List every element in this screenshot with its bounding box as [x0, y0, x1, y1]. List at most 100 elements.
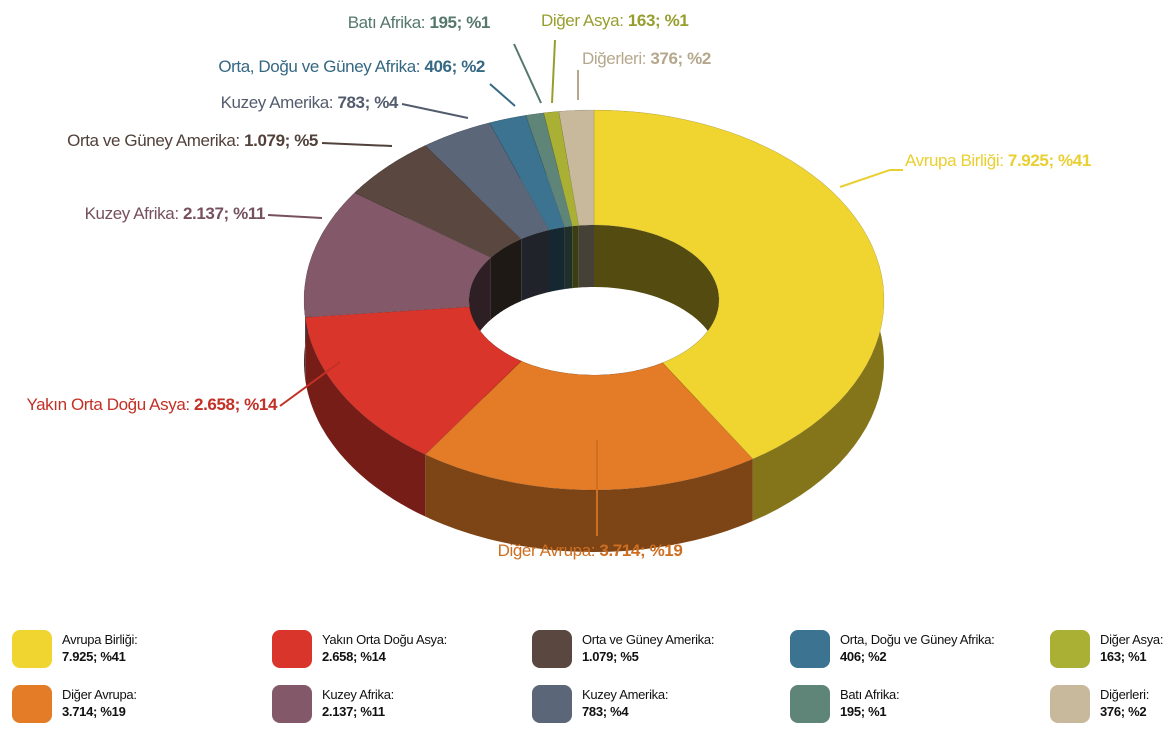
label-name: Orta ve Güney Amerika	[67, 131, 236, 150]
slice-label: Avrupa Birliği: 7.925; %41	[905, 151, 1091, 170]
label-sep: :	[591, 541, 600, 560]
label-sep: ;	[655, 11, 665, 30]
legend-value: 163; %1	[1100, 649, 1146, 664]
leader-line	[401, 103, 469, 119]
legend-value-text: 195	[840, 704, 861, 719]
legend-value-text: 783	[582, 704, 603, 719]
label-value: 3.714	[599, 541, 640, 560]
legend-name: Kuzey Amerika	[582, 687, 666, 702]
slice-inner-wall	[549, 227, 565, 292]
slice-inner-wall	[578, 225, 594, 288]
legend-percent: %1	[1128, 649, 1146, 664]
label-name: Diğerleri	[582, 49, 642, 68]
legend-swatch	[1050, 685, 1090, 723]
slice-label: Diğer Avrupa: 3.714; %19	[498, 541, 683, 560]
legend-label: Avrupa Birliği:	[62, 632, 137, 647]
legend-sep: :	[665, 687, 668, 702]
label-percent: %11	[233, 204, 265, 223]
leader-line	[321, 142, 393, 147]
slice-label: Diğerleri: 376; %2	[582, 49, 711, 68]
legend-sep: :	[133, 687, 136, 702]
legend-percent: %2	[868, 649, 886, 664]
legend-name: Diğer Avrupa	[62, 687, 134, 702]
label-sep: :	[619, 11, 628, 30]
label-name: Avrupa Birliği	[905, 151, 999, 170]
label-sep: ;	[1048, 151, 1058, 170]
legend-swatch	[790, 685, 830, 723]
legend-sep: ;	[861, 704, 868, 719]
legend-name: Yakın Orta Doğu Asya	[322, 632, 445, 647]
label-name: Yakın Orta Doğu Asya	[26, 395, 186, 414]
legend-value-text: 2.658	[322, 649, 353, 664]
legend-value: 7.925; %41	[62, 649, 126, 664]
label-value: 783	[337, 93, 364, 112]
leader-line	[839, 169, 903, 188]
slice-inner-wall	[469, 257, 491, 369]
legend-sep: :	[896, 687, 899, 702]
legend-sep: ;	[353, 649, 360, 664]
label-name: Diğer Asya	[541, 11, 620, 30]
legend-sep: ;	[93, 649, 100, 664]
label-value: 7.925	[1008, 151, 1049, 170]
legend-swatch	[12, 630, 52, 668]
label-sep: ;	[235, 395, 245, 414]
label-sep: :	[185, 395, 194, 414]
leader-line	[551, 39, 556, 104]
legend-sep: ;	[93, 704, 100, 719]
legend-percent: %11	[360, 704, 384, 719]
legend-value: 1.079; %5	[582, 649, 639, 664]
label-sep: ;	[224, 204, 234, 223]
legend-sep: :	[991, 632, 994, 647]
legend-value-text: 3.714	[62, 704, 94, 719]
legend-name: Batı Afrika	[840, 687, 897, 702]
legend-sep: ;	[1121, 704, 1128, 719]
leader-line	[489, 83, 516, 107]
label-sep: ;	[365, 93, 375, 112]
label-sep: :	[174, 204, 183, 223]
leader-line	[513, 43, 542, 104]
label-value: 406	[424, 57, 451, 76]
label-value: 376	[650, 49, 677, 68]
label-name: Diğer Avrupa	[498, 541, 592, 560]
leader-line	[267, 214, 323, 219]
legend-value-text: 2.137	[322, 704, 353, 719]
legend-value-text: 1.079	[582, 649, 613, 664]
slice-label: Batı Afrika: 195; %1	[348, 13, 490, 32]
label-sep: ;	[457, 13, 467, 32]
legend-label: Kuzey Afrika:	[322, 687, 394, 702]
label-value: 2.658	[194, 395, 235, 414]
label-value: 1.079	[244, 131, 285, 150]
legend-percent: %14	[360, 649, 386, 664]
label-percent: %2	[687, 49, 711, 68]
legend-name: Avrupa Birliği	[62, 632, 135, 647]
legend-label: Orta ve Güney Amerika:	[582, 632, 714, 647]
legend-sep: :	[391, 687, 394, 702]
legend-sep: ;	[613, 649, 620, 664]
legend-name: Diğer Asya	[1100, 632, 1161, 647]
label-value: 195	[429, 13, 456, 32]
legend-value-text: 406	[840, 649, 861, 664]
legend-value: 195; %1	[840, 704, 886, 719]
leader-line	[279, 361, 341, 407]
legend-percent: %5	[620, 649, 638, 664]
legend-value: 783; %4	[582, 704, 629, 719]
label-name: Kuzey Afrika	[85, 204, 176, 223]
legend-swatch	[790, 630, 830, 668]
legend-percent: %4	[610, 704, 629, 719]
legend-name: Orta, Doğu ve Güney Afrika	[840, 632, 992, 647]
legend-percent: %19	[100, 704, 125, 719]
legend-label: Yakın Orta Doğu Asya:	[322, 632, 447, 647]
legend-value-text: 7.925	[62, 649, 93, 664]
legend-swatch	[12, 685, 52, 723]
label-sep: ;	[678, 49, 688, 68]
label-percent: %1	[466, 13, 490, 32]
slice-inner-wall	[564, 226, 573, 290]
slice-label: Yakın Orta Doğu Asya: 2.658; %14	[26, 395, 278, 414]
legend-percent: %41	[100, 649, 125, 664]
legend-sep: :	[1160, 632, 1163, 647]
label-percent: %1	[665, 11, 689, 30]
legend-sep: :	[444, 632, 447, 647]
legend-value-text: 376	[1100, 704, 1121, 719]
legend-label: Orta, Doğu ve Güney Afrika:	[840, 632, 994, 647]
label-percent: %14	[244, 395, 278, 414]
